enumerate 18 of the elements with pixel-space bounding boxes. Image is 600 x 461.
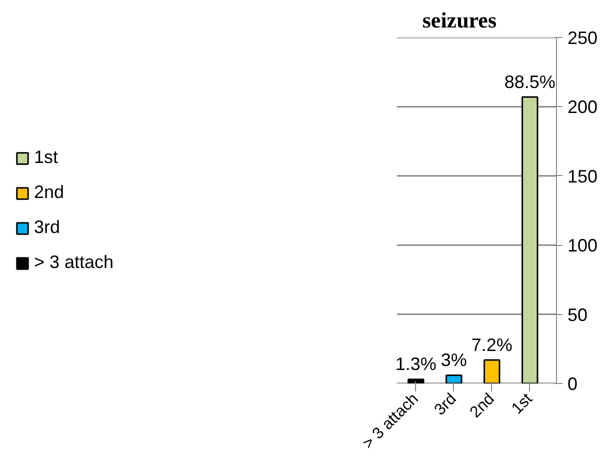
y-tick-label: 200 bbox=[568, 97, 598, 118]
y-tick-label: 150 bbox=[568, 166, 598, 186]
chart-title: seizures bbox=[422, 8, 497, 32]
y-tick-label: 0 bbox=[568, 374, 578, 394]
annotation: 7.2% bbox=[471, 334, 512, 355]
annotation: 88.5% bbox=[504, 72, 556, 92]
y-tick-label: 250 bbox=[568, 28, 598, 48]
legend-label: > 3 attach bbox=[34, 252, 114, 273]
x-tick-label: 3rd bbox=[432, 390, 460, 419]
y-tick-label: 50 bbox=[568, 304, 588, 325]
x-tick-label: 1st bbox=[508, 390, 536, 418]
y-tick-label: 100 bbox=[568, 236, 598, 256]
legend-label: 2nd bbox=[34, 182, 64, 203]
legend-label: 3rd bbox=[34, 217, 60, 238]
legend-label: 1st bbox=[34, 147, 58, 168]
annotation: 3% bbox=[440, 350, 467, 370]
annotation: 1.3% bbox=[395, 354, 436, 374]
x-tick-label: 2nd bbox=[467, 390, 498, 422]
